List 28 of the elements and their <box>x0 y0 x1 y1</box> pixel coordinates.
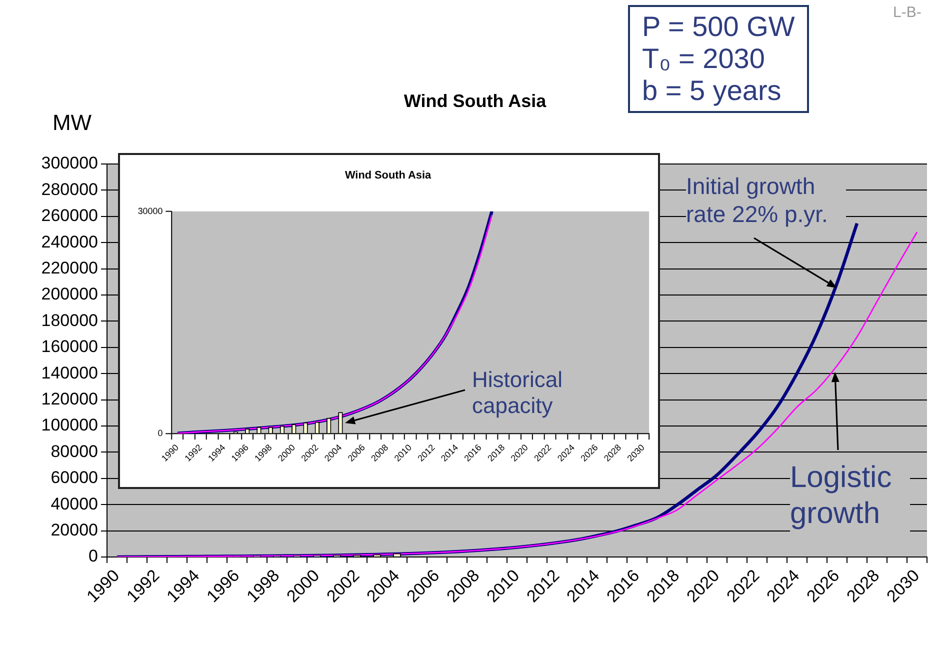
y-tick-label: 100000 <box>41 416 98 435</box>
text: P = 500 GW <box>642 11 795 43</box>
y-tick-label: 120000 <box>41 389 98 408</box>
y-tick-label: 20000 <box>50 520 98 540</box>
y-tick-label: 40000 <box>50 494 98 514</box>
y-tick-label: 30000 <box>138 206 163 216</box>
chart-title: Wind South Asia <box>404 90 548 111</box>
y-tick-label: 0 <box>158 428 163 438</box>
y-tick-label: 260000 <box>41 206 98 226</box>
y-tick-label: 80000 <box>50 442 98 461</box>
y-tick-label: 300000 <box>41 154 98 173</box>
text: T₀ = 2030 <box>642 43 766 75</box>
y-axis-title: MW <box>52 110 92 136</box>
text: L-B- <box>893 4 922 21</box>
y-tick-label: 200000 <box>41 284 98 304</box>
y-tick-label: 60000 <box>50 468 98 488</box>
y-tick-label: 0 <box>88 546 98 566</box>
annotation: Historical capacity <box>472 367 564 420</box>
y-tick-label: 240000 <box>41 232 98 252</box>
text: b = 5 years <box>642 75 782 107</box>
y-tick-label: 280000 <box>41 180 98 199</box>
annotation: Logistic growth <box>790 460 910 532</box>
chart-title: Wind South Asia <box>344 170 432 182</box>
y-tick-label: 220000 <box>41 258 98 278</box>
y-tick-label: 180000 <box>41 310 98 330</box>
y-tick-label: 140000 <box>41 363 98 382</box>
y-tick-label: 160000 <box>41 337 98 356</box>
annotation: Initial growth rate 22% p.yr. <box>686 173 846 229</box>
